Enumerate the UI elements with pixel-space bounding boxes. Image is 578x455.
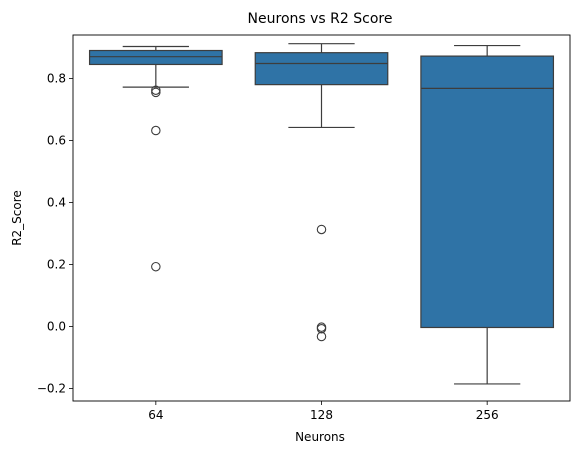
- y-tick-label: 0.0: [47, 320, 66, 334]
- box-iqr: [88, 49, 223, 66]
- outlier-point: [316, 331, 327, 342]
- y-tick-label: 0.6: [47, 133, 66, 147]
- x-axis-label: Neurons: [295, 430, 345, 444]
- x-tick-label: 64: [148, 408, 163, 422]
- box-iqr: [420, 55, 555, 329]
- chart-title: Neurons vs R2 Score: [248, 11, 393, 27]
- boxes-layer: [88, 43, 555, 385]
- y-tick-label: 0.4: [47, 195, 66, 209]
- x-axis: 64 128 256: [148, 401, 499, 422]
- box-group-128: [254, 43, 389, 342]
- x-tick-label: 128: [310, 408, 333, 422]
- outlier-point: [151, 87, 161, 98]
- outlier-point: [151, 261, 161, 272]
- box-group-256: [420, 44, 555, 385]
- y-tick-label: −0.2: [37, 382, 66, 396]
- y-axis-label: R2_Score: [10, 190, 24, 246]
- y-tick-label: 0.8: [47, 71, 66, 85]
- x-tick-label: 256: [476, 408, 499, 422]
- outlier-point: [316, 224, 327, 235]
- y-axis: −0.2 0.0 0.2 0.4 0.6 0.8: [37, 71, 73, 396]
- y-tick-label: 0.2: [47, 258, 66, 272]
- outlier-point: [316, 323, 327, 334]
- box-iqr: [254, 52, 389, 86]
- box-group-64: [88, 45, 223, 272]
- outlier-point: [151, 125, 161, 136]
